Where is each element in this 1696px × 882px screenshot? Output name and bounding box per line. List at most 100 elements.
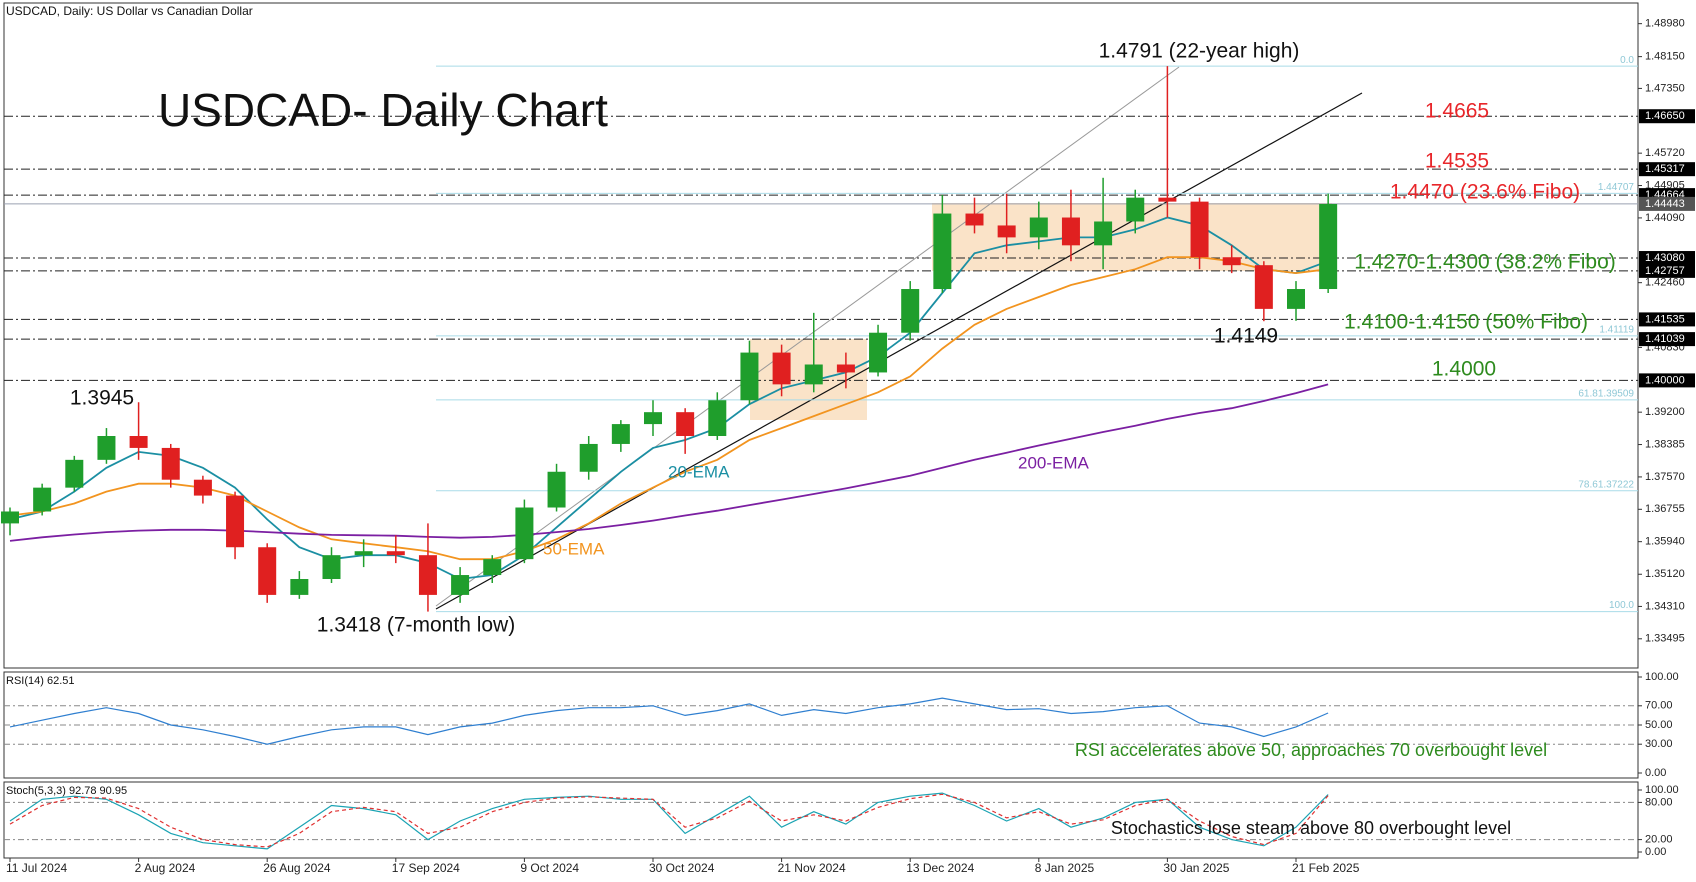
- candle-body: [644, 412, 662, 425]
- level-label-bg: [1639, 312, 1695, 327]
- fib-label: 1.41119: [1599, 325, 1634, 336]
- series-label: 200-EMA: [1018, 453, 1090, 472]
- candle-body: [1190, 201, 1209, 258]
- candle-body: [804, 364, 823, 385]
- x-tick-label: 30 Oct 2024: [649, 861, 715, 875]
- y-tick-label: 1.48150: [1645, 51, 1685, 63]
- plot-layer: 0.0 1.44707 1.41119 61.81.39509 78.61.37222 1…: [1, 18, 1695, 875]
- level-label-bg: [1639, 109, 1695, 124]
- candle-body: [1158, 197, 1177, 202]
- annotation: 1.4100-1.4150 (50% Fibo): [1344, 311, 1588, 334]
- x-tick-label: 17 Sep 2024: [392, 861, 460, 875]
- x-tick-label: 8 Jan 2025: [1035, 861, 1095, 875]
- candle-body: [836, 364, 855, 373]
- annotation: 1.3418 (7-month low): [317, 614, 515, 637]
- series-line: [9, 793, 1329, 848]
- level-label-bg: [1639, 263, 1695, 278]
- candle-body: [65, 459, 84, 488]
- candle-body: [933, 213, 952, 290]
- annotation: RSI accelerates above 50, approaches 70 …: [1075, 740, 1547, 760]
- candle-body: [869, 332, 888, 373]
- candle-body: [1126, 197, 1145, 222]
- x-tick-label: 21 Nov 2024: [778, 861, 846, 875]
- candle-body: [1061, 217, 1080, 246]
- x-tick-label: 9 Oct 2024: [520, 861, 579, 875]
- candle-body: [901, 289, 920, 333]
- stoch-panel-frame: [3, 781, 1639, 859]
- candle-body: [354, 551, 373, 556]
- series-line: [9, 256, 1329, 561]
- y-tick-label: 100.00: [1645, 671, 1679, 683]
- candle-body: [676, 412, 695, 437]
- candle-body: [965, 213, 984, 226]
- candle-body: [1287, 289, 1305, 309]
- candle-body: [611, 424, 630, 444]
- annotation: 1.4470 (23.6% Fibo): [1390, 181, 1580, 204]
- level-label-bg: [1639, 332, 1695, 347]
- annotation: 1.3945: [70, 387, 134, 410]
- x-tick-label: 26 Aug 2024: [263, 861, 331, 875]
- y-tick-label: 100.00: [1645, 784, 1679, 796]
- chart-title: USDCAD- Daily Chart: [158, 84, 608, 136]
- candle-body: [129, 436, 148, 448]
- x-tick-label: 13 Dec 2024: [906, 861, 974, 875]
- candle-body: [708, 400, 727, 437]
- candle-body: [33, 487, 52, 512]
- y-tick-label: 1.44090: [1645, 212, 1685, 224]
- x-tick-label: 2 Aug 2024: [135, 861, 196, 875]
- candle-body: [1222, 257, 1241, 266]
- candle-body: [547, 471, 566, 508]
- candle-body: [1094, 221, 1113, 246]
- level-label-bg: [1639, 251, 1695, 266]
- series-label: 20-EMA: [668, 462, 730, 481]
- annotation: 1.4149: [1214, 325, 1278, 348]
- candle-body: [1029, 217, 1048, 238]
- y-tick-label: 1.35120: [1645, 568, 1685, 580]
- y-tick-label: 0.00: [1645, 767, 1666, 779]
- x-tick-label: 21 Feb 2025: [1292, 861, 1360, 875]
- y-tick-label: 30.00: [1645, 738, 1673, 750]
- candle-body: [451, 575, 470, 595]
- series-line: [9, 697, 1329, 745]
- candle-body: [1, 511, 19, 524]
- candle-body: [290, 579, 309, 595]
- level-label: 1.40000: [1645, 374, 1685, 386]
- candle-body: [193, 479, 212, 496]
- annotation: 1.4270-1.4300 (38.2% Fibo): [1354, 251, 1616, 274]
- y-tick-label: 1.34310: [1645, 600, 1685, 612]
- candle-body: [322, 555, 341, 580]
- chart-subtitle: USDCAD, Daily: US Dollar vs Canadian Dol…: [6, 4, 253, 18]
- candle-body: [515, 507, 534, 560]
- y-tick-label: 1.45720: [1645, 147, 1685, 159]
- series-line: [9, 792, 1329, 850]
- fib-label: 1.44707: [1598, 182, 1635, 193]
- y-tick-label: 1.33495: [1645, 633, 1685, 645]
- stoch-title: Stoch(5,3,3) 92.78 90.95: [6, 785, 127, 797]
- y-tick-label: 1.35940: [1645, 536, 1685, 548]
- candle-body: [1319, 204, 1338, 290]
- y-tick-label: 1.36755: [1645, 503, 1685, 515]
- y-tick-label: 1.48980: [1645, 18, 1685, 30]
- y-tick-label: 70.00: [1645, 700, 1673, 712]
- level-label-bg: [1639, 373, 1695, 388]
- rsi-title: RSI(14) 62.51: [6, 675, 74, 687]
- level-label: 1.41535: [1645, 313, 1685, 325]
- y-tick-label: 1.38385: [1645, 438, 1685, 450]
- x-tick-label: 30 Jan 2025: [1163, 861, 1229, 875]
- candle-body: [161, 447, 180, 480]
- candle-body: [772, 352, 791, 385]
- candle-body: [97, 436, 116, 460]
- y-tick-label: 1.47350: [1645, 82, 1685, 94]
- candle-body: [740, 352, 759, 401]
- level-label: 1.42757: [1645, 265, 1685, 277]
- y-tick-label: 1.37570: [1645, 471, 1685, 483]
- annotation: Stochastics lose steam above 80 overboug…: [1111, 818, 1511, 838]
- level-label: 1.45317: [1645, 163, 1685, 175]
- fib-label: 0.0: [1620, 55, 1634, 66]
- annotation: 1.4535: [1425, 150, 1489, 173]
- candle-body: [997, 225, 1016, 238]
- level-label: 1.43080: [1645, 252, 1685, 264]
- y-tick-label: 50.00: [1645, 719, 1673, 731]
- fibo-trendline: [435, 66, 1180, 607]
